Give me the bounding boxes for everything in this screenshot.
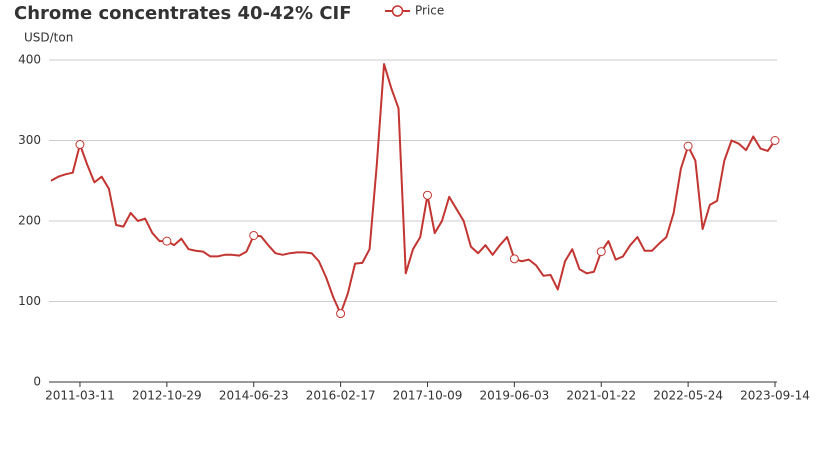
x-tick-label: 2016-02-17 [306, 389, 376, 403]
point-marker [596, 247, 606, 257]
y-tick-label: 100 [18, 294, 41, 308]
legend-label: Price [415, 4, 444, 18]
point-marker [509, 254, 519, 264]
x-tick-label: 2017-10-09 [393, 389, 463, 403]
point-marker [162, 236, 172, 246]
x-tick-label: 2019-06-03 [479, 389, 549, 403]
point-marker [422, 190, 432, 200]
x-tick-label: 2012-10-29 [132, 389, 202, 403]
price-line [50, 63, 776, 315]
x-tick-label: 2011-03-11 [45, 389, 115, 403]
point-marker [75, 140, 85, 150]
legend-marker [391, 5, 404, 17]
point-marker [249, 230, 259, 240]
point-marker [683, 141, 693, 151]
x-tick-label: 2023-09-14 [740, 389, 810, 403]
point-marker [770, 136, 780, 145]
x-tick-label: 2022-05-24 [653, 389, 723, 403]
point-marker [336, 309, 346, 319]
x-tick-label: 2014-06-23 [219, 389, 289, 403]
y-tick-label: 400 [18, 53, 41, 67]
y-tick-label: 300 [18, 133, 41, 147]
y-axis-label: USD/ton [24, 31, 73, 45]
x-tick-label: 2021-01-22 [566, 389, 636, 403]
chart-title: Chrome concentrates 40-42% CIF [14, 3, 352, 24]
y-tick-label: 0 [33, 375, 41, 389]
y-tick-label: 200 [18, 214, 41, 228]
